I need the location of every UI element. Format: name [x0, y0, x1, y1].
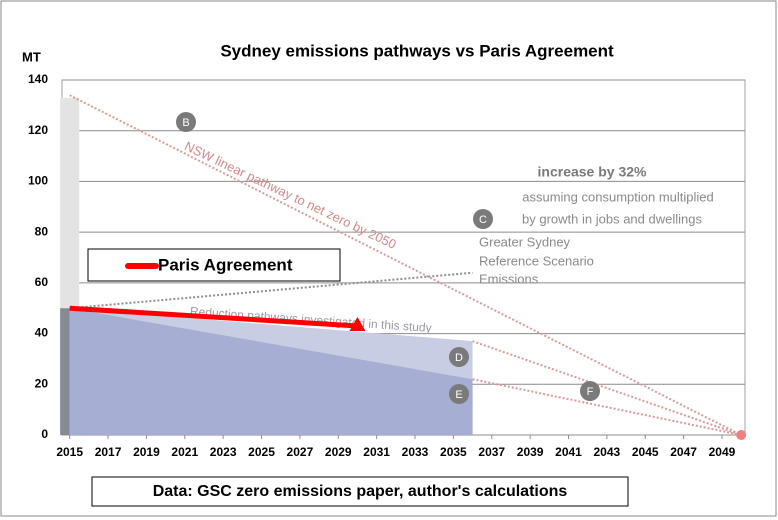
x-tick-label: 2043 [594, 445, 621, 459]
x-tick-label: 2027 [287, 445, 314, 459]
triangle-marker [349, 316, 366, 331]
marker-letter: E [455, 389, 462, 401]
plot: 0 20 40 60 80 100 120 140 2015 2017 2019 2021 2023 20… [28, 72, 747, 459]
x-tick-label: 2039 [517, 445, 544, 459]
y-tick-label: 140 [28, 72, 48, 86]
y-tick-label: 120 [28, 123, 48, 137]
y-tick-label: 60 [35, 275, 49, 289]
x-tick-label: 2045 [632, 445, 659, 459]
dotted-line [69, 94, 742, 436]
marker-letter: F [587, 386, 594, 398]
pathway-area [69, 308, 473, 435]
x-tick-label: 2041 [555, 445, 582, 459]
x-tick-label: 2047 [670, 445, 697, 459]
annotation: by growth in jobs and dwellings [522, 211, 702, 226]
footer-box [91, 476, 629, 507]
x-tick-label: 2019 [133, 445, 160, 459]
y-tick-label: 0 [41, 427, 48, 441]
annotation: Reference Scenario [479, 253, 594, 268]
marker-badge [449, 347, 469, 367]
annotation: Greater Sydney [479, 234, 571, 249]
dotted-line [472, 340, 742, 436]
y-tick-label: 20 [35, 376, 49, 390]
dotted-line [69, 271, 473, 310]
y-tick-label: 40 [35, 326, 49, 340]
marker-badge [473, 209, 493, 229]
y-axis-label: MT [22, 49, 41, 64]
x-tick-label: 2017 [95, 445, 122, 459]
x-tick-label: 2023 [210, 445, 237, 459]
x-tick-label: 2035 [440, 445, 467, 459]
x-tick-label: 2037 [478, 445, 505, 459]
marker-letter: B [182, 117, 189, 129]
paris-line [69, 305, 358, 329]
point [736, 430, 747, 440]
marker-badge [449, 384, 469, 404]
x-tick-label: 2049 [709, 445, 736, 459]
marker-badge [580, 381, 600, 401]
dotted-line [472, 378, 742, 436]
legend-label: Paris Agreement [158, 255, 293, 274]
y-tick-label: 100 [28, 174, 48, 188]
annotation: increase by 32% [538, 164, 648, 180]
marker-letter: D [455, 352, 463, 364]
marker-letter: C [479, 214, 487, 226]
x-tick-label: 2031 [363, 445, 390, 459]
x-tick-label: 2025 [248, 445, 275, 459]
footer: Data: GSC zero emissions paper, author's… [153, 483, 568, 500]
y-tick-label: 80 [35, 224, 49, 238]
chart-title: Sydney emissions pathways vs Paris Agree… [220, 41, 614, 60]
x-tick-label: 2029 [325, 445, 352, 459]
annotation: assuming consumption multiplied [522, 189, 713, 204]
x-tick-label: 2015 [56, 445, 83, 459]
annotation: Emissions [479, 271, 539, 286]
x-tick-label: 2033 [402, 445, 429, 459]
x-tick-label: 2021 [171, 445, 198, 459]
marker-badge [176, 112, 196, 132]
